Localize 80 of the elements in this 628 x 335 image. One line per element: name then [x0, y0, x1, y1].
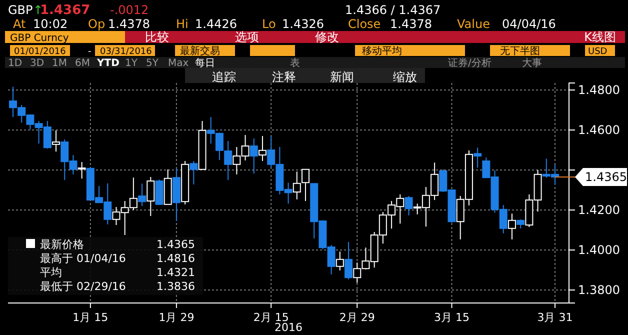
candlestick [146, 176, 155, 216]
annotation: 1.3836 [156, 280, 195, 293]
candlestick [52, 130, 60, 152]
text: 表 [290, 57, 300, 69]
candlestick [302, 168, 310, 202]
x-tick-label: 1月 15 [72, 310, 108, 324]
annotation: 1.4321 [156, 266, 195, 279]
text: 1Y [125, 58, 138, 69]
annotation: 新闻 [330, 70, 354, 84]
candlestick [292, 171, 301, 200]
text: 每日 [195, 57, 215, 69]
text: Op [88, 17, 106, 31]
text: 修改 [315, 30, 339, 44]
text: 1.4378 [390, 17, 432, 31]
text: Close [348, 17, 381, 31]
text: 1.4326 [282, 17, 324, 31]
annotation: 平均 [40, 266, 62, 279]
text: 6M [75, 58, 90, 69]
text: At [13, 17, 26, 31]
candlestick [78, 162, 86, 180]
text: GBP [8, 3, 33, 17]
x-tick-label: 2月 15 [253, 310, 289, 324]
text: 1.4366 / 1.4367 [345, 3, 441, 17]
x-tick-label: 3月 15 [434, 310, 470, 324]
text: -.0012 [110, 3, 149, 17]
candlestick [344, 242, 353, 280]
text: 1M [52, 58, 67, 69]
text: USD [588, 47, 608, 57]
y-tick-label: 1.4600 [578, 122, 620, 137]
annotation: 追踪 [212, 70, 236, 84]
candlestick [155, 179, 164, 205]
candlestick [404, 196, 413, 216]
text: 5Y [146, 58, 160, 69]
annotation: 最高于 01/04/16 [40, 252, 126, 265]
annotation: 1.4365 [156, 238, 195, 251]
annotation: 1.4816 [156, 252, 195, 265]
x-tick-label: 1月 29 [158, 310, 194, 324]
x-tick-label: 3月 31 [537, 310, 573, 324]
candlestick [250, 138, 258, 174]
text: 1.4426 [195, 17, 237, 31]
text: 3D [30, 58, 44, 69]
text: Value [457, 17, 490, 31]
x-axis-title: 2016 [274, 321, 302, 334]
annotation: 最低于 02/29/16 [40, 280, 126, 293]
text: Lo [262, 17, 276, 31]
text: 移动平均 [362, 45, 402, 57]
text: 03/31/2016 [100, 47, 152, 57]
text: Hi [176, 17, 188, 31]
text: Max [168, 58, 189, 69]
text: 大事 [522, 57, 542, 69]
ref-line-label: 1.4365 [585, 170, 627, 184]
annotation: 缩放 [393, 70, 417, 84]
candlestick [258, 136, 266, 162]
candlestick [190, 160, 198, 185]
candlestick [336, 251, 344, 271]
y-tick-label: 1.4200 [578, 202, 620, 217]
text: 1.4367 [40, 3, 90, 18]
text: 10:02 [33, 17, 68, 31]
text: - [88, 47, 92, 57]
text: 无下半图 [500, 45, 540, 57]
candlestick [508, 213, 516, 240]
candlestick [474, 147, 482, 168]
annotation: 最新价格 [40, 238, 84, 251]
text: 01/01/2016 [14, 47, 66, 57]
text: 1.4378 [108, 17, 150, 31]
text: 04/04/16 [502, 17, 556, 31]
annotation: 注释 [272, 70, 296, 84]
text: GBP Curncy [10, 33, 69, 44]
text: K线图 [584, 30, 616, 44]
text: 1D [8, 58, 22, 69]
text: 选项 [235, 30, 259, 44]
candlestick [138, 183, 146, 206]
text: 最新交易 [180, 45, 220, 57]
text: YTD [96, 58, 120, 69]
y-tick-label: 1.3800 [578, 282, 620, 297]
y-tick-label: 1.4000 [578, 242, 620, 257]
text: 证券/分析 [448, 57, 492, 69]
y-tick-label: 1.4800 [578, 82, 620, 97]
x-tick-label: 2月 29 [339, 310, 375, 324]
text: 比较 [145, 30, 169, 44]
